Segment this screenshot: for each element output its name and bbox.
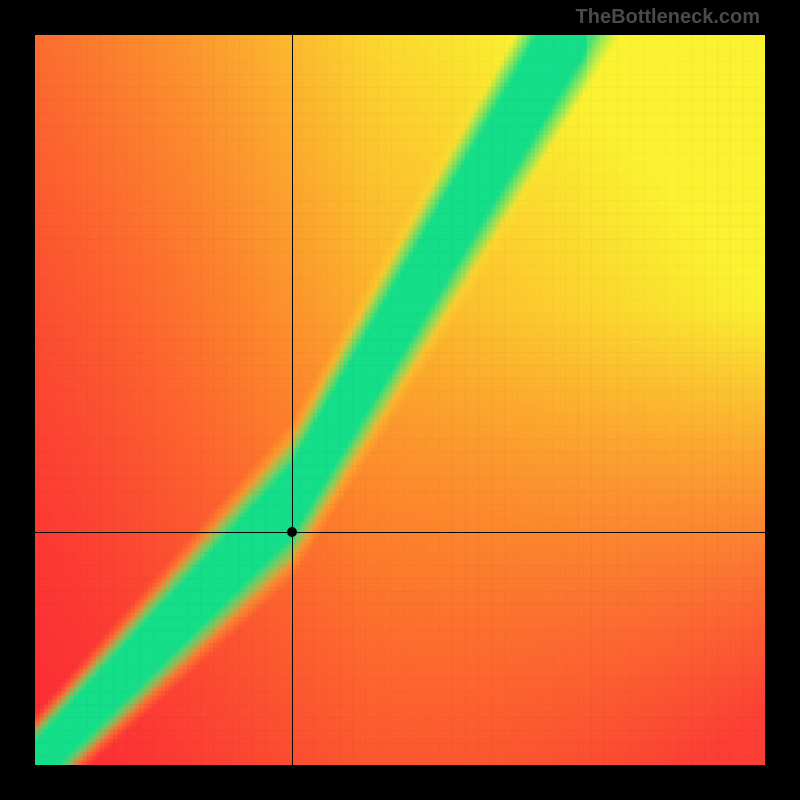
- crosshair-horizontal: [35, 532, 765, 533]
- heatmap-canvas: [35, 35, 765, 765]
- crosshair-vertical: [292, 35, 293, 765]
- chart-container: TheBottleneck.com: [0, 0, 800, 800]
- data-point-marker: [287, 527, 297, 537]
- watermark-text: TheBottleneck.com: [576, 6, 760, 29]
